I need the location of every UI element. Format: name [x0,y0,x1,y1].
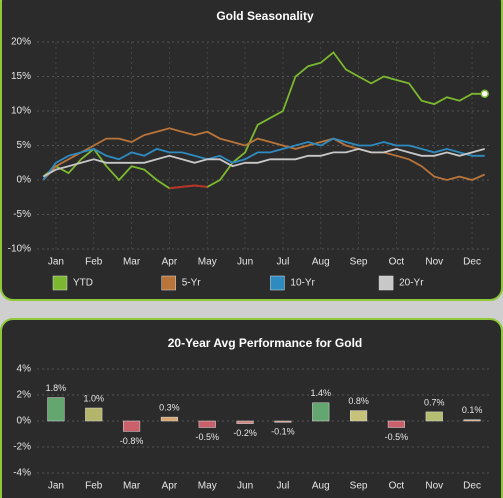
x-tick-label: Mar [123,481,141,492]
y-tick-label: 20% [11,37,31,48]
x-tick-label: May [198,257,217,268]
value-label: 1.0% [83,393,104,403]
value-label: -0.2% [233,428,257,438]
value-label: 0.8% [348,396,369,406]
y-tick-label: 10% [11,106,31,117]
value-label: 1.4% [310,388,331,398]
bar [160,416,178,422]
bar [350,410,368,422]
x-tick-label: Feb [85,257,103,268]
x-tick-label: Dec [463,481,481,492]
y-tick-label: -2% [13,442,31,453]
bar [236,420,254,424]
value-label: 1.8% [46,383,67,393]
legend-label: 10-Yr [290,278,315,289]
legend-swatch [270,275,285,291]
bar [198,420,216,428]
top-panel [0,0,503,301]
value-label: -0.5% [195,432,219,442]
x-tick-label: May [198,481,217,492]
x-tick-label: Aug [312,481,330,492]
line [42,137,485,181]
x-tick-label: Apr [162,257,178,268]
chart-title: Gold Seasonality [216,9,314,23]
bottom-panel [0,318,503,498]
x-tick-label: Jul [277,481,290,492]
y-tick-label: 0% [17,175,32,186]
bar [463,419,481,422]
x-tick-label: Nov [425,257,443,268]
y-tick-label: -10% [8,244,31,255]
y-tick-label: 2% [17,390,32,401]
line [42,51,485,190]
bar [85,407,103,422]
value-label: -0.5% [385,432,409,442]
legend-label: 20-Yr [399,278,424,289]
value-label: 0.1% [462,405,483,415]
x-tick-label: Jun [237,257,253,268]
x-tick-label: Apr [162,481,178,492]
x-tick-label: Jun [237,481,253,492]
x-tick-label: Sep [350,481,368,492]
y-tick-label: 5% [17,140,32,151]
x-tick-label: Sep [350,257,368,268]
x-tick-label: Jan [48,481,64,492]
x-tick-label: Nov [425,481,443,492]
legend-swatch [52,275,68,291]
x-tick-label: Jan [48,257,64,268]
x-tick-label: Feb [85,481,103,492]
y-tick-label: 0% [17,416,32,427]
bar [47,397,65,422]
negative-line [169,184,208,190]
chart-title: 20-Year Avg Performance for Gold [168,336,363,350]
end-marker [480,89,489,98]
line [42,127,486,181]
value-label: -0.8% [120,436,144,446]
x-tick-label: Oct [389,257,405,268]
value-label: 0.3% [159,402,180,412]
legend-swatch [161,275,176,291]
value-label: 0.7% [424,397,445,407]
legend-label: YTD [73,278,93,289]
legend-label: 5-Yr [182,278,202,289]
x-tick-label: Jul [277,257,290,268]
y-tick-label: -5% [13,209,31,220]
value-label: -0.1% [271,427,295,437]
legend-swatch [378,275,394,291]
bar [312,402,330,422]
line [42,147,485,178]
y-tick-label: 4% [17,364,32,375]
x-tick-label: Oct [389,481,405,492]
bar [387,420,405,428]
x-tick-label: Mar [123,257,141,268]
bar [123,420,141,432]
x-tick-label: Aug [312,257,330,268]
y-tick-label: -4% [13,468,31,479]
bar [274,420,292,423]
y-tick-label: 15% [11,71,31,82]
bar [425,411,443,422]
x-tick-label: Dec [463,257,481,268]
